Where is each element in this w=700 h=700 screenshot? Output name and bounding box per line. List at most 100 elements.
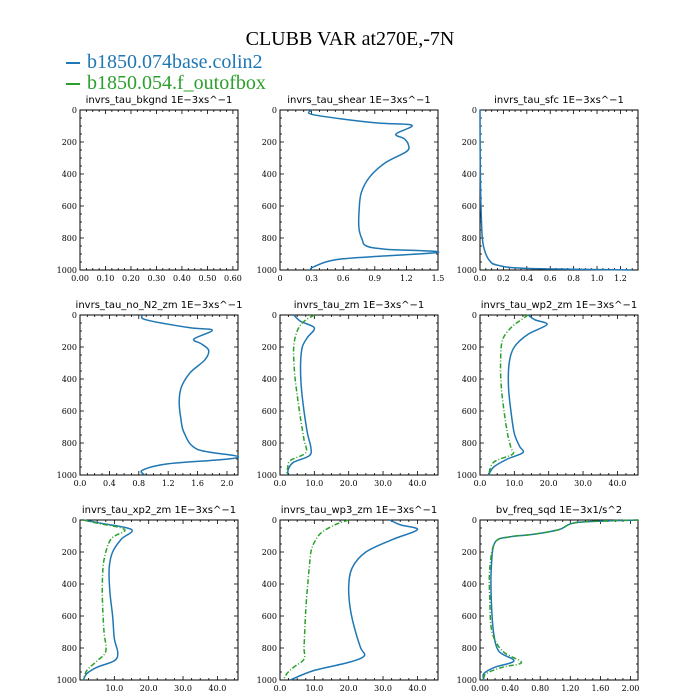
- x-tick-label: 0.80: [531, 684, 549, 693]
- x-tick-label: 0: [277, 274, 282, 283]
- y-tick-label: 200: [62, 343, 77, 352]
- panel-7: invrs_tau_xp2_zm 1E−3xs^−1 0 200 400 600 800 1…: [57, 505, 239, 693]
- legend-entry-1: b1850.074base.colin2: [66, 52, 263, 72]
- y-tick-label: 600: [62, 202, 77, 211]
- y-tick-label: 0: [72, 106, 77, 115]
- panel-frame: [79, 314, 239, 476]
- y-tick-label: 400: [62, 580, 77, 589]
- x-tick-label: 40.0: [408, 684, 426, 693]
- x-tick-label: 30.0: [374, 479, 392, 488]
- y-tick-label: 400: [62, 375, 77, 384]
- y-tick-label: 1000: [257, 676, 277, 685]
- x-tick-label: 1.5: [432, 274, 445, 283]
- x-tick-label: 0.8: [132, 479, 145, 488]
- x-tick-label: 0.40: [173, 274, 191, 283]
- y-tick-label: 800: [62, 234, 77, 243]
- y-tick-label: 800: [262, 644, 277, 653]
- x-tick-label: 1.60: [591, 684, 609, 693]
- panel-frame: [479, 109, 639, 271]
- y-tick-label: 600: [262, 612, 277, 621]
- y-tick-label: 600: [62, 407, 77, 416]
- x-tick-label: 0.4: [103, 479, 116, 488]
- x-tick-label: 40.0: [608, 479, 626, 488]
- y-tick-label: 200: [462, 548, 477, 557]
- panel-title: invrs_tau_zm 1E−3xs^−1: [294, 300, 425, 311]
- y-tick-label: 1000: [57, 471, 77, 480]
- panel-frame: [279, 314, 439, 476]
- x-tick-label: 2.00: [622, 684, 640, 693]
- y-tick-label: 400: [462, 580, 477, 589]
- y-tick-label: 0: [472, 106, 477, 115]
- panel-frame: [79, 109, 239, 271]
- x-tick-label: 0.10: [97, 274, 115, 283]
- x-tick-label: 40.0: [208, 684, 226, 693]
- x-tick-label: 0.8: [567, 274, 580, 283]
- y-tick-label: 1000: [57, 676, 77, 685]
- x-tick-label: 0.0: [74, 479, 87, 488]
- panel-3: invrs_tau_sfc 1E−3xs^−1 0 200 400 600 800 1000…: [457, 95, 639, 283]
- panel-frame: [79, 519, 239, 681]
- panel-frame: [479, 314, 639, 476]
- panel-title: invrs_tau_shear 1E−3xs^−1: [287, 95, 431, 106]
- x-tick-label: 0.40: [501, 684, 519, 693]
- x-tick-label: 0.30: [148, 274, 166, 283]
- series-line-1: [482, 519, 639, 681]
- legend-label-1: b1850.074base.colin2: [87, 51, 263, 73]
- x-tick-label: 20.0: [140, 684, 158, 693]
- series-line-1: [487, 314, 548, 476]
- panel-title: invrs_tau_no_N2_zm 1E−3xs^−1: [76, 300, 243, 311]
- x-tick-label: 1.2: [162, 479, 175, 488]
- y-tick-label: 600: [462, 202, 477, 211]
- y-tick-label: 200: [262, 138, 277, 147]
- figure-title: CLUBB VAR at270E,-7N: [245, 28, 455, 50]
- panel-frame: [279, 109, 439, 271]
- y-tick-label: 800: [462, 644, 477, 653]
- x-tick-label: 10.0: [305, 479, 323, 488]
- x-tick-label: 1.20: [561, 684, 579, 693]
- y-tick-label: 0: [272, 106, 277, 115]
- y-tick-label: 200: [262, 548, 277, 557]
- series-line-1: [307, 109, 440, 271]
- y-tick-label: 800: [62, 644, 77, 653]
- y-tick-label: 0: [272, 311, 277, 320]
- x-tick-label: 0.0: [274, 479, 287, 488]
- y-tick-label: 200: [262, 343, 277, 352]
- y-tick-label: 0: [72, 516, 77, 525]
- panel-6: invrs_tau_wp2_zm 1E−3xs^−1 0 200 400 600 800 1…: [457, 300, 639, 488]
- x-tick-label: 0.2: [497, 274, 510, 283]
- series-line-1: [82, 519, 133, 681]
- x-tick-label: 1.6: [191, 479, 204, 488]
- panel-title: invrs_tau_xp2_zm 1E−3xs^−1: [82, 505, 236, 516]
- x-tick-label: 0.0: [274, 684, 287, 693]
- x-tick-label: 0.20: [122, 274, 140, 283]
- legend-entry-2: b1850.054.f_outofbox: [66, 73, 266, 93]
- y-tick-label: 200: [462, 343, 477, 352]
- x-tick-label: 1.0: [591, 274, 604, 283]
- x-tick-label: 0.6: [544, 274, 557, 283]
- panel-4: invrs_tau_no_N2_zm 1E−3xs^−10 200 400 600 80…: [57, 300, 243, 488]
- x-tick-label: 0.4: [520, 274, 533, 283]
- x-tick-label: 1.2: [614, 274, 627, 283]
- x-tick-label: 0.60: [224, 274, 242, 283]
- series-line-2: [82, 519, 126, 681]
- y-tick-label: 400: [462, 375, 477, 384]
- x-tick-label: 20.0: [540, 479, 558, 488]
- x-tick-label: 0.9: [368, 274, 381, 283]
- y-tick-label: 1000: [257, 471, 277, 480]
- y-tick-label: 600: [262, 202, 277, 211]
- y-tick-label: 0: [272, 516, 277, 525]
- y-tick-label: 400: [262, 170, 277, 179]
- y-tick-label: 200: [62, 548, 77, 557]
- y-tick-label: 0: [472, 311, 477, 320]
- series-line-2: [286, 314, 315, 476]
- series-line-1: [140, 314, 239, 476]
- legend-label-2: b1850.054.f_outofbox: [87, 72, 266, 94]
- panel-title: invrs_tau_sfc 1E−3xs^−1: [494, 95, 624, 106]
- series-line-1: [286, 314, 316, 476]
- y-tick-label: 200: [462, 138, 477, 147]
- y-tick-label: 0: [72, 311, 77, 320]
- y-tick-label: 600: [62, 612, 77, 621]
- y-tick-label: 800: [262, 439, 277, 448]
- y-tick-label: 1000: [457, 266, 477, 275]
